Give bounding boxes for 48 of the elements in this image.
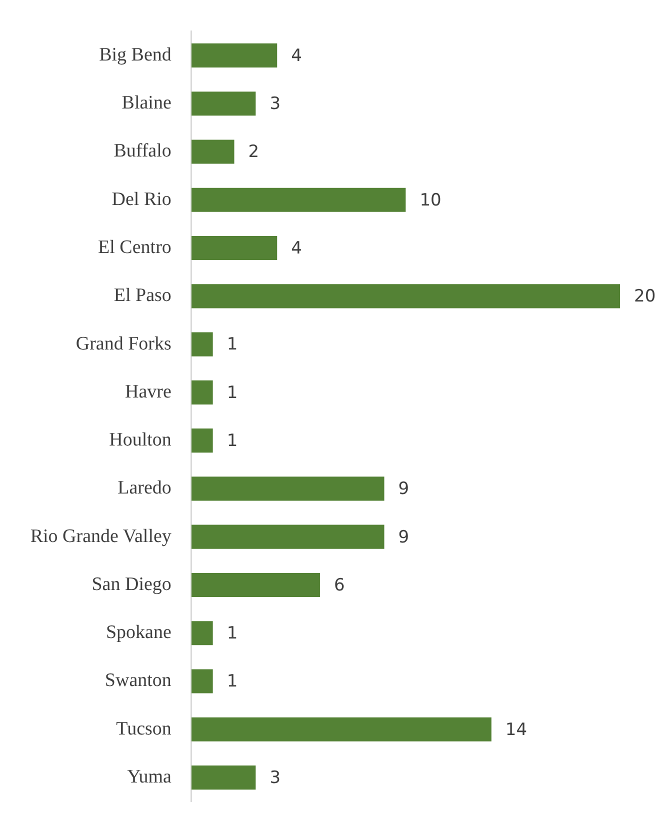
y-tick-label: Swanton [104, 670, 172, 692]
data-label: 4 [291, 46, 302, 66]
data-label: 1 [226, 672, 238, 692]
y-tick-label: Del Rio [112, 188, 172, 210]
bar [191, 717, 492, 742]
y-tick-label: Spokane [106, 622, 172, 644]
data-label: 2 [248, 142, 260, 162]
y-tick-label: Tucson [116, 718, 172, 740]
bar [191, 380, 213, 404]
y-tick-label: Grand Forks [76, 333, 172, 354]
data-label: 14 [505, 720, 528, 740]
data-label: 3 [270, 768, 281, 788]
y-tick-label: Rio Grande Valley [30, 526, 172, 547]
bar [191, 188, 406, 212]
bar [191, 332, 213, 356]
y-tick-label: Blaine [122, 92, 172, 114]
y-tick-label: Havre [124, 381, 172, 402]
y-tick-label: Yuma [127, 766, 172, 788]
data-label: 4 [291, 238, 302, 258]
data-label: 1 [226, 430, 238, 451]
bar [191, 765, 256, 790]
bar [191, 428, 213, 453]
bar [191, 524, 384, 549]
bar [191, 621, 213, 646]
bar [191, 669, 213, 694]
y-tick-label: El Centro [98, 237, 172, 258]
data-label: 9 [398, 527, 410, 548]
bar [191, 236, 278, 260]
data-label: 9 [398, 479, 410, 500]
y-tick-label: El Paso [114, 285, 172, 306]
bar [191, 572, 320, 598]
data-label: 6 [334, 575, 345, 596]
y-tick-label: Houlton [109, 430, 172, 451]
bar [191, 284, 620, 308]
bar [191, 140, 234, 164]
y-tick-label: Buffalo [114, 140, 172, 162]
y-tick-label: San Diego [92, 574, 172, 595]
data-label: 1 [226, 334, 238, 355]
data-label: 1 [226, 382, 238, 403]
y-tick-label: Big Bend [99, 44, 172, 66]
data-label: 20 [634, 286, 656, 307]
data-label: 3 [270, 94, 281, 114]
bar [191, 476, 384, 501]
bar [191, 92, 256, 116]
data-label: 1 [226, 624, 238, 644]
bar [191, 43, 278, 68]
data-label: 10 [420, 190, 442, 210]
y-tick-label: Laredo [118, 478, 172, 499]
